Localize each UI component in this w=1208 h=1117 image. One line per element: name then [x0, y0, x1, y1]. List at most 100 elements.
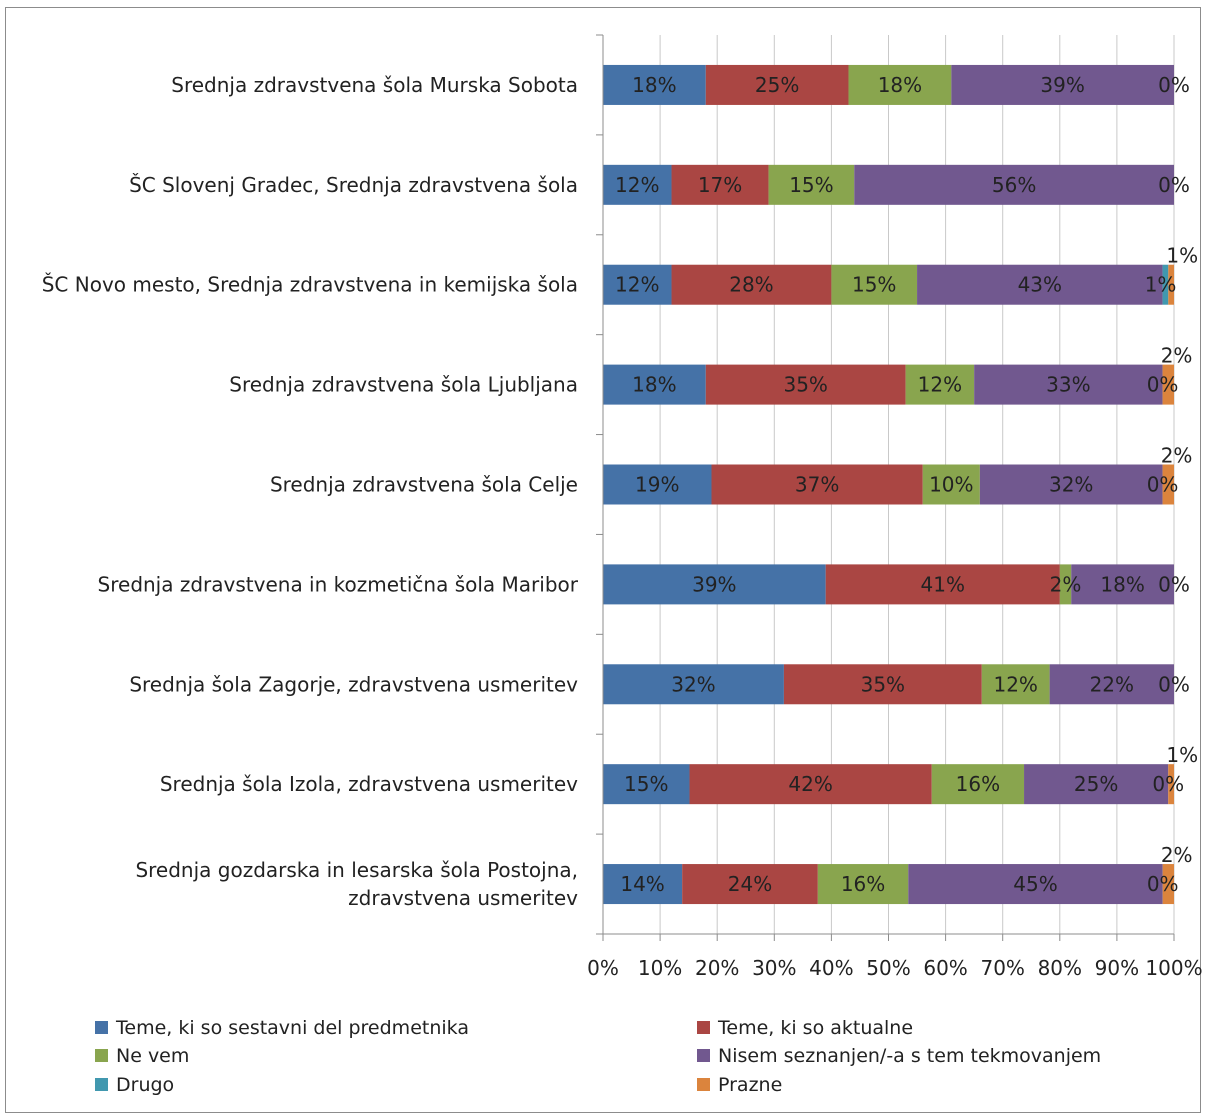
x-tick-label: 60%	[923, 956, 967, 980]
bar-segment	[1162, 264, 1169, 305]
x-tick-label: 70%	[980, 956, 1024, 980]
bar-segment	[603, 164, 672, 205]
bar-segment	[1168, 764, 1174, 805]
data-label: 15%	[852, 273, 896, 297]
data-label: 45%	[1013, 872, 1057, 896]
bar-segment	[951, 64, 1174, 105]
data-label: 2%	[1050, 572, 1082, 596]
legend-swatch	[697, 1049, 710, 1062]
bar-segment	[905, 364, 975, 405]
data-label: 24%	[728, 872, 772, 896]
bar-segment	[671, 164, 769, 205]
category-label: Srednja gozdarska in lesarska šola Posto…	[135, 858, 578, 882]
legend-label: Teme, ki so sestavni del predmetnika	[115, 1017, 469, 1039]
data-label: 15%	[789, 173, 833, 197]
x-tick-label: 100%	[1145, 956, 1202, 980]
bar-segment	[671, 264, 832, 305]
bar-segment	[768, 164, 855, 205]
data-label: 25%	[755, 73, 799, 97]
bar-segment	[1071, 564, 1174, 605]
data-label: 18%	[878, 73, 922, 97]
category-label: Srednja zdravstvena in kozmetična šola M…	[98, 572, 579, 596]
data-label: 32%	[1049, 473, 1093, 497]
x-tick-label: 10%	[638, 956, 682, 980]
data-label: 15%	[624, 772, 668, 796]
data-label: 33%	[1046, 373, 1090, 397]
x-tick-label: 50%	[866, 956, 910, 980]
data-label: 0%	[1147, 373, 1179, 397]
bar-segment	[981, 664, 1050, 705]
category-label: Srednja šola Zagorje, zdravstvena usmeri…	[129, 672, 578, 696]
data-label: 41%	[921, 572, 965, 596]
data-label: 16%	[956, 772, 1000, 796]
data-label: 18%	[632, 373, 676, 397]
data-label: 2%	[1161, 344, 1193, 368]
legend-label: Nisem seznanjen/-a s tem tekmovanjem	[718, 1045, 1101, 1067]
bar-segment	[682, 864, 818, 905]
bar-segment	[689, 764, 932, 805]
bar-segment	[603, 64, 706, 105]
data-label: 0%	[1158, 672, 1190, 696]
x-tick-label: 90%	[1095, 956, 1139, 980]
x-tick-label: 40%	[809, 956, 853, 980]
data-label: 12%	[615, 173, 659, 197]
bar-segment	[974, 364, 1163, 405]
legend-label: Prazne	[718, 1074, 782, 1096]
bars	[603, 64, 1174, 905]
legend-swatch	[95, 1078, 108, 1091]
legend-label: Drugo	[116, 1074, 174, 1096]
data-label: 42%	[788, 772, 832, 796]
data-label: 35%	[783, 373, 827, 397]
bar-segment	[848, 64, 952, 105]
data-label: 2%	[1161, 843, 1193, 867]
bar-segment	[705, 364, 906, 405]
bar-segment	[908, 864, 1163, 905]
bar-segment	[917, 264, 1163, 305]
data-label: 0%	[1147, 872, 1179, 896]
data-label: 25%	[1074, 772, 1118, 796]
category-label: Srednja zdravstvena šola Murska Sobota	[171, 73, 578, 97]
bar-segment	[603, 464, 712, 505]
data-label: 0%	[1158, 572, 1190, 596]
axes: 0% 10% 20% 30% 40% 50% 60% 70% 80% 90% 100% Srednja…	[42, 34, 1203, 980]
bar-segment	[705, 64, 849, 105]
x-tick-label: 20%	[695, 956, 739, 980]
bar-segment	[603, 864, 683, 905]
category-label: zdravstvena usmeritev	[348, 886, 578, 910]
data-label: 2%	[1161, 444, 1193, 468]
x-tick-label: 80%	[1038, 956, 1082, 980]
bar-segment	[603, 364, 706, 405]
data-label: 0%	[1158, 173, 1190, 197]
data-label: 43%	[1018, 273, 1062, 297]
bar-segment	[783, 664, 982, 705]
bar-segment	[817, 864, 909, 905]
legend-swatch	[95, 1021, 108, 1034]
data-label: 28%	[729, 273, 773, 297]
bar-segment	[854, 164, 1174, 205]
legend: Teme, ki so sestavni del predmetnika Teme…	[95, 1017, 1101, 1096]
bar-segment	[603, 264, 672, 305]
data-label: 39%	[1040, 73, 1084, 97]
data-labels: 18% 25% 18% 39% 0% 12% 17% 15% 56% 0% 12% 28% 15% 43%…	[615, 73, 1198, 896]
data-label: 12%	[993, 672, 1037, 696]
bar-segment	[931, 764, 1025, 805]
legend-swatch	[697, 1021, 710, 1034]
data-label: 16%	[841, 872, 885, 896]
bar-segment	[1162, 364, 1174, 405]
category-label: Srednja zdravstvena šola Ljubljana	[229, 373, 578, 397]
data-label: 56%	[992, 173, 1036, 197]
data-label: 14%	[620, 872, 664, 896]
data-label: 17%	[698, 173, 742, 197]
bar-segment	[922, 464, 980, 505]
data-label: 0%	[1152, 772, 1184, 796]
bar-segment	[1024, 764, 1169, 805]
bar-segment	[711, 464, 923, 505]
bar-segment	[603, 564, 826, 605]
bar-segment	[603, 664, 784, 705]
bar-segment	[1168, 264, 1174, 305]
bar-segment	[825, 564, 1060, 605]
data-label: 0%	[1147, 473, 1179, 497]
category-label: Srednja zdravstvena šola Celje	[270, 473, 578, 497]
data-label: 1%	[1145, 273, 1177, 297]
